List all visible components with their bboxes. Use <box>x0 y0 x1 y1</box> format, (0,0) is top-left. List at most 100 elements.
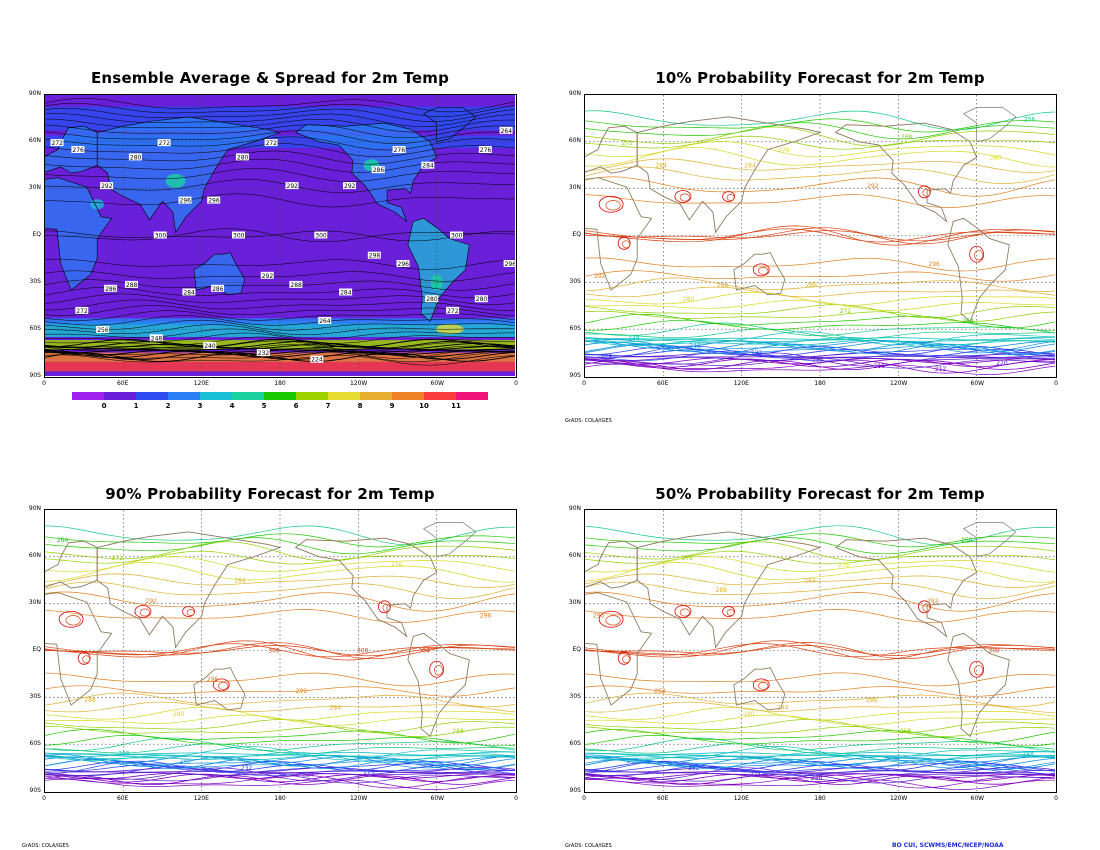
contour-label: 296 <box>480 613 492 620</box>
contour-label: 276 <box>391 562 403 569</box>
lat-label: 30N <box>568 184 581 191</box>
contour-label: 296 <box>180 198 192 205</box>
contour-line <box>45 751 515 756</box>
contour-line <box>585 350 1055 362</box>
contour-label: 284 <box>777 705 789 712</box>
contour-line <box>585 729 1055 744</box>
coastline-samerica <box>947 632 1010 737</box>
contour-line <box>45 319 515 331</box>
contour-label: 272 <box>52 140 64 147</box>
contour-label-box <box>450 231 463 239</box>
contour-label: 296 <box>208 198 220 205</box>
contour-label: 296 <box>928 261 940 268</box>
contour-lines <box>585 110 1055 375</box>
contour-label: 284 <box>744 163 756 170</box>
contour-label-box <box>203 341 217 349</box>
contour-label: 288 <box>84 697 96 704</box>
colorbar-swatch <box>296 392 328 400</box>
lon-label: 120E <box>193 380 209 387</box>
contour-line <box>585 672 1055 687</box>
lon-label: 120W <box>889 795 908 802</box>
contour-line <box>622 240 631 249</box>
lat-label: 30S <box>29 693 41 700</box>
contour-line <box>58 610 84 628</box>
contour-line <box>585 773 1055 783</box>
contour-line <box>918 600 931 614</box>
map-prob-10: 272 280 284 288 292 296 280 292 284 288 276 272 268 2… <box>584 94 1057 378</box>
contour-line <box>585 176 1055 197</box>
contour-label-box <box>100 182 114 190</box>
contour-line <box>585 760 1055 776</box>
contour-line <box>45 754 515 758</box>
colorbar-label: 0 <box>101 402 107 410</box>
contour-label: 272 <box>112 555 124 562</box>
contour-label-box <box>260 271 274 279</box>
coastline-samerica <box>407 217 470 322</box>
coastline-australia <box>733 252 786 296</box>
contour-label: 300 <box>155 233 167 240</box>
contour-label: 292 <box>927 598 939 605</box>
contour-label: 292 <box>296 688 308 695</box>
contour-line <box>45 685 515 697</box>
contour-label: 284 <box>183 290 195 297</box>
lon-label: 0 <box>582 380 586 387</box>
contour-line <box>139 608 151 617</box>
coastline-greenland <box>423 107 477 143</box>
contour-label: 240 <box>689 343 701 350</box>
coastlines <box>585 107 1017 322</box>
contour-label: 220 <box>811 775 823 782</box>
lon-label: 120E <box>193 795 209 802</box>
contour-line <box>974 665 984 676</box>
graticule <box>585 95 1055 376</box>
contour-line <box>45 692 515 708</box>
lon-label: 180 <box>274 380 286 387</box>
contour-line <box>585 760 1055 771</box>
contour-label: 300 <box>357 648 369 655</box>
contour-label-box <box>339 288 353 296</box>
contour-label-box <box>314 231 328 239</box>
contour-label-box <box>264 139 278 147</box>
lon-label: 60E <box>656 380 669 387</box>
contour-line <box>45 770 515 774</box>
colorbar-swatch <box>136 392 168 400</box>
contour-line <box>585 336 1055 341</box>
contour-line <box>585 358 1055 368</box>
lat-label: EQ <box>32 231 41 238</box>
contour-line <box>585 556 1055 573</box>
contour-line <box>45 729 515 744</box>
contour-line <box>617 236 631 250</box>
contour-line <box>585 755 1055 761</box>
contour-line <box>77 651 91 665</box>
grads-footnote: GrADS: COLA/IGES <box>22 843 69 849</box>
contour-line <box>585 643 1055 658</box>
contour-line <box>585 772 1055 784</box>
contour-line <box>636 531 822 649</box>
contour-line <box>45 726 515 737</box>
contour-line <box>378 600 391 614</box>
contour-line <box>585 581 1055 599</box>
contour-line <box>585 591 1055 612</box>
contour-line <box>45 756 515 767</box>
colorbar-swatch <box>424 392 456 400</box>
contour-label-box <box>50 139 64 147</box>
contour-label: 300 <box>233 233 245 240</box>
contour-line <box>758 266 769 275</box>
lon-label: 120E <box>733 795 749 802</box>
contour-label: 272 <box>682 555 694 562</box>
contour-line <box>585 751 1055 756</box>
lat-label: 90N <box>568 505 581 512</box>
contour-label-box <box>182 288 196 296</box>
contour-label-box <box>499 126 513 134</box>
lon-label: 180 <box>814 795 826 802</box>
lat-label: 30N <box>568 599 581 606</box>
contour-line <box>45 345 515 351</box>
contour-line <box>218 681 229 690</box>
contour-label: 232 <box>241 765 253 772</box>
contour-label: 272 <box>447 308 459 315</box>
contour-line <box>45 714 515 726</box>
lat-label: 60N <box>28 552 41 559</box>
contour-line <box>585 322 1055 337</box>
contour-label: 280 <box>990 154 1002 161</box>
contour-label: 300 <box>315 233 327 240</box>
contour-label: 232 <box>688 765 700 772</box>
